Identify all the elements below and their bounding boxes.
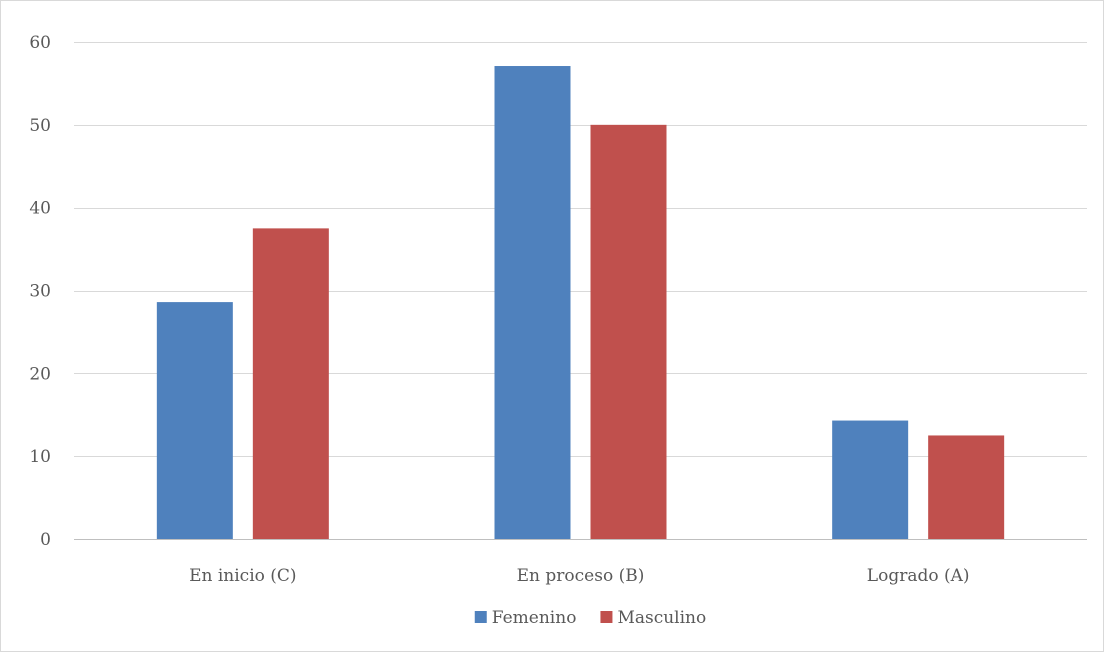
bar-masculino [252,228,329,539]
bar-femenino [156,302,233,539]
bars [156,66,1005,539]
legend-label-masculino: Masculino [617,608,706,628]
bar-femenino [832,420,909,539]
bar-masculino [590,124,667,539]
bar-masculino [928,435,1005,539]
axes: 0 10 20 30 40 50 60 En inicio (C) En proceso (B)… [29,33,969,586]
x-category-label: En inicio (C) [189,566,296,586]
y-tick-label: 40 [29,199,51,219]
y-tick-label: 30 [29,282,51,302]
legend-label-femenino: Femenino [492,608,577,628]
bar-femenino [494,66,571,539]
y-tick-label: 10 [29,447,51,467]
legend-swatch-masculino [600,611,613,623]
x-category-label: En proceso (B) [517,566,645,586]
y-tick-label: 20 [29,364,51,384]
y-tick-label: 60 [29,33,51,53]
legend: Femenino Masculino [474,608,706,628]
y-tick-label: 0 [40,530,51,550]
x-category-label: Logrado (A) [867,566,970,586]
legend-swatch-femenino [474,611,487,623]
y-tick-label: 50 [29,116,51,136]
gridlines [74,42,1087,540]
